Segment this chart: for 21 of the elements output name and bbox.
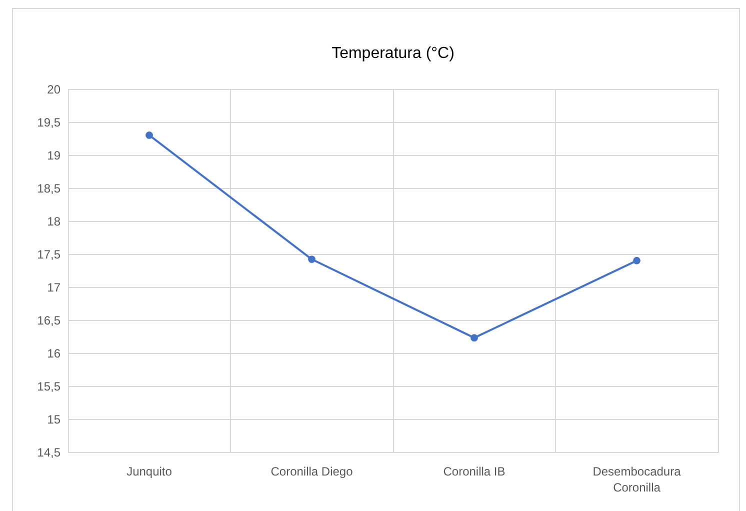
point <box>633 256 640 264</box>
x-tick-label: Coronilla IB <box>443 464 506 478</box>
chart-title: Temperatura (°C) <box>332 45 454 62</box>
point <box>146 132 153 139</box>
y-tick-label: 15 <box>47 412 61 426</box>
x-tick-label: Coronilla Diego <box>270 464 354 478</box>
y-tick-label: 16 <box>47 346 61 360</box>
x-tick-label: Junquito <box>126 464 172 478</box>
point <box>470 334 478 342</box>
point <box>308 256 316 263</box>
y-tick-label: 14,5 <box>37 446 61 460</box>
x-tick-label: Desembocadura Coronilla <box>592 464 682 494</box>
y-tick-label: 18,5 <box>37 182 61 196</box>
y-tick-label: 18 <box>47 214 61 228</box>
y-tick-label: 17 <box>47 280 61 294</box>
y-tick-label: 15,5 <box>37 380 61 394</box>
y-tick-label: 16,5 <box>37 314 61 328</box>
y-tick-label: 19 <box>47 148 61 162</box>
y-tick-label: 17,5 <box>37 248 61 262</box>
y-tick-label: 19,5 <box>37 116 61 130</box>
y-tick-label: 20 <box>47 82 61 96</box>
